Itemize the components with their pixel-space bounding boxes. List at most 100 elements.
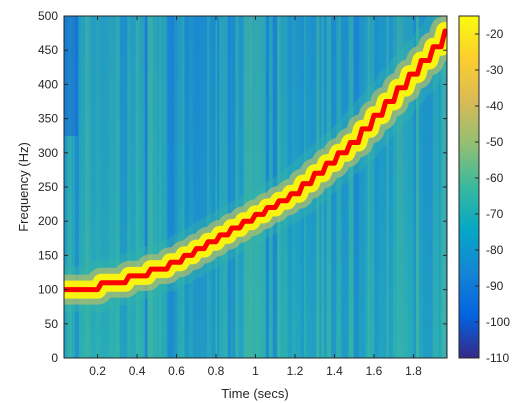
spectrogram-streak [86,16,89,358]
y-axis-label: Frequency (Hz) [16,142,31,232]
spectrogram-streak [119,16,124,358]
spectrogram-streak [219,16,224,358]
spectrogram-streak [165,16,168,358]
spectrogram-streak [95,16,101,358]
spectrogram-streak [209,16,212,358]
spectrogram-streak [255,16,261,358]
colorbar-tick-label: -100 [486,315,510,329]
spectrogram-streak [184,16,189,358]
spectrogram-streak [342,16,346,358]
spectrogram-streak [399,16,404,358]
y-tick-label: 350 [38,112,58,126]
spectrogram-streak [378,16,384,358]
spectrogram-streak [79,16,82,358]
spectrogram-streak [358,16,361,358]
spectrogram-streak [386,16,389,358]
spectrogram-streak [360,16,366,358]
spectrogram-streak [252,16,256,358]
spectrogram-streak [369,16,375,358]
spectrogram-streak [203,16,208,358]
spectrogram-streak [338,16,341,358]
spectrogram-streak [326,16,332,358]
spectrogram-streak [152,16,158,358]
y-tick-label: 150 [38,248,58,262]
spectrogram-streak [336,16,339,358]
spectrogram-streak [207,16,210,358]
colorbar-tick-label: -60 [486,171,504,185]
x-tick-label: 0.4 [129,364,146,378]
spectrogram-streak [413,16,416,358]
spectrogram-streak [428,16,433,358]
x-tick-label: 1.8 [405,364,422,378]
spectrogram-streak [331,16,337,358]
colorbar-tick-label: -90 [486,279,504,293]
x-tick-label: 1 [252,364,259,378]
spectrogram-streak [123,16,128,358]
spectrogram-streak [439,16,442,358]
spectrogram-streak [173,16,178,358]
spectrogram-streak [243,16,246,358]
x-tick-label: 0.6 [168,364,185,378]
spectrogram-streak [157,16,159,358]
spectrogram-streak [217,16,219,358]
spectrogram-streak [249,16,253,358]
spectrogram-streak [188,16,194,358]
spectrogram-streak [182,16,185,358]
y-tick-label: 100 [38,283,58,297]
spectrogram-streak [104,16,110,358]
spectrogram-streak [100,16,105,358]
spectrogram-streak [396,16,399,358]
spectrogram-streak [177,16,183,358]
spectrogram-streak [195,16,201,358]
spectrogram-heatmap [64,16,447,358]
colorbar-tick-label: -20 [486,27,504,41]
spectrogram-streak [200,16,204,358]
spectrogram-streak [367,16,370,358]
colorbar-tick-label: -80 [486,243,504,257]
x-axis: 0.2 0.4 0.6 0.8 1 1.2 1.4 1.6 1.8 [89,16,422,378]
spectrogram-streak [91,16,96,358]
spectrogram-streak [403,16,409,358]
spectrogram-streak [85,16,87,358]
ridge-line [64,28,447,293]
x-tick-label: 0.2 [89,364,106,378]
spectrogram-streak [71,16,75,358]
spectrogram-streak [260,16,266,358]
spectrogram-streak [408,16,414,358]
spectrogram-streak [422,16,427,358]
colorbar [458,15,480,359]
y-axis: 0 50 100 150 200 250 300 350 400 450 500 [38,9,447,365]
spectrogram-streak [393,16,397,358]
spectrogram-streak [161,16,166,358]
spectrogram-streak [215,16,218,358]
colorbar-tick-label: -40 [486,99,504,113]
y-tick-label: 0 [51,351,58,365]
spectrogram-streak [438,16,440,358]
spectrogram-streak [159,16,162,358]
spectrogram-streak [227,16,231,358]
x-tick-label: 1.6 [366,364,383,378]
y-tick-label: 400 [38,77,58,91]
frequency-ridge [64,16,447,313]
y-tick-label: 500 [38,9,58,23]
spectrogram-streak [142,16,145,358]
spectrogram-streak [383,16,387,358]
spectrogram-streak [193,16,196,358]
spectrogram-streak [144,16,148,358]
spectrogram-streak [64,16,78,136]
spectrogram-streak [110,16,116,358]
spectrogram-streak [374,16,379,358]
spectrogram-streak [418,16,423,358]
spectrogram-streak [81,16,86,358]
spectrogram-streak [388,16,393,358]
spectrogram-streak [167,16,171,358]
spectrogram-streak [135,16,140,358]
colorbar-tick-label: -50 [486,135,504,149]
y-tick-label: 450 [38,43,58,57]
spectrogram-streak [67,16,70,358]
spectrogram-streak [353,16,359,358]
spectrogram-streak [265,16,269,358]
spectrogram-streak [269,16,273,358]
spectrogram-streak [170,16,174,358]
